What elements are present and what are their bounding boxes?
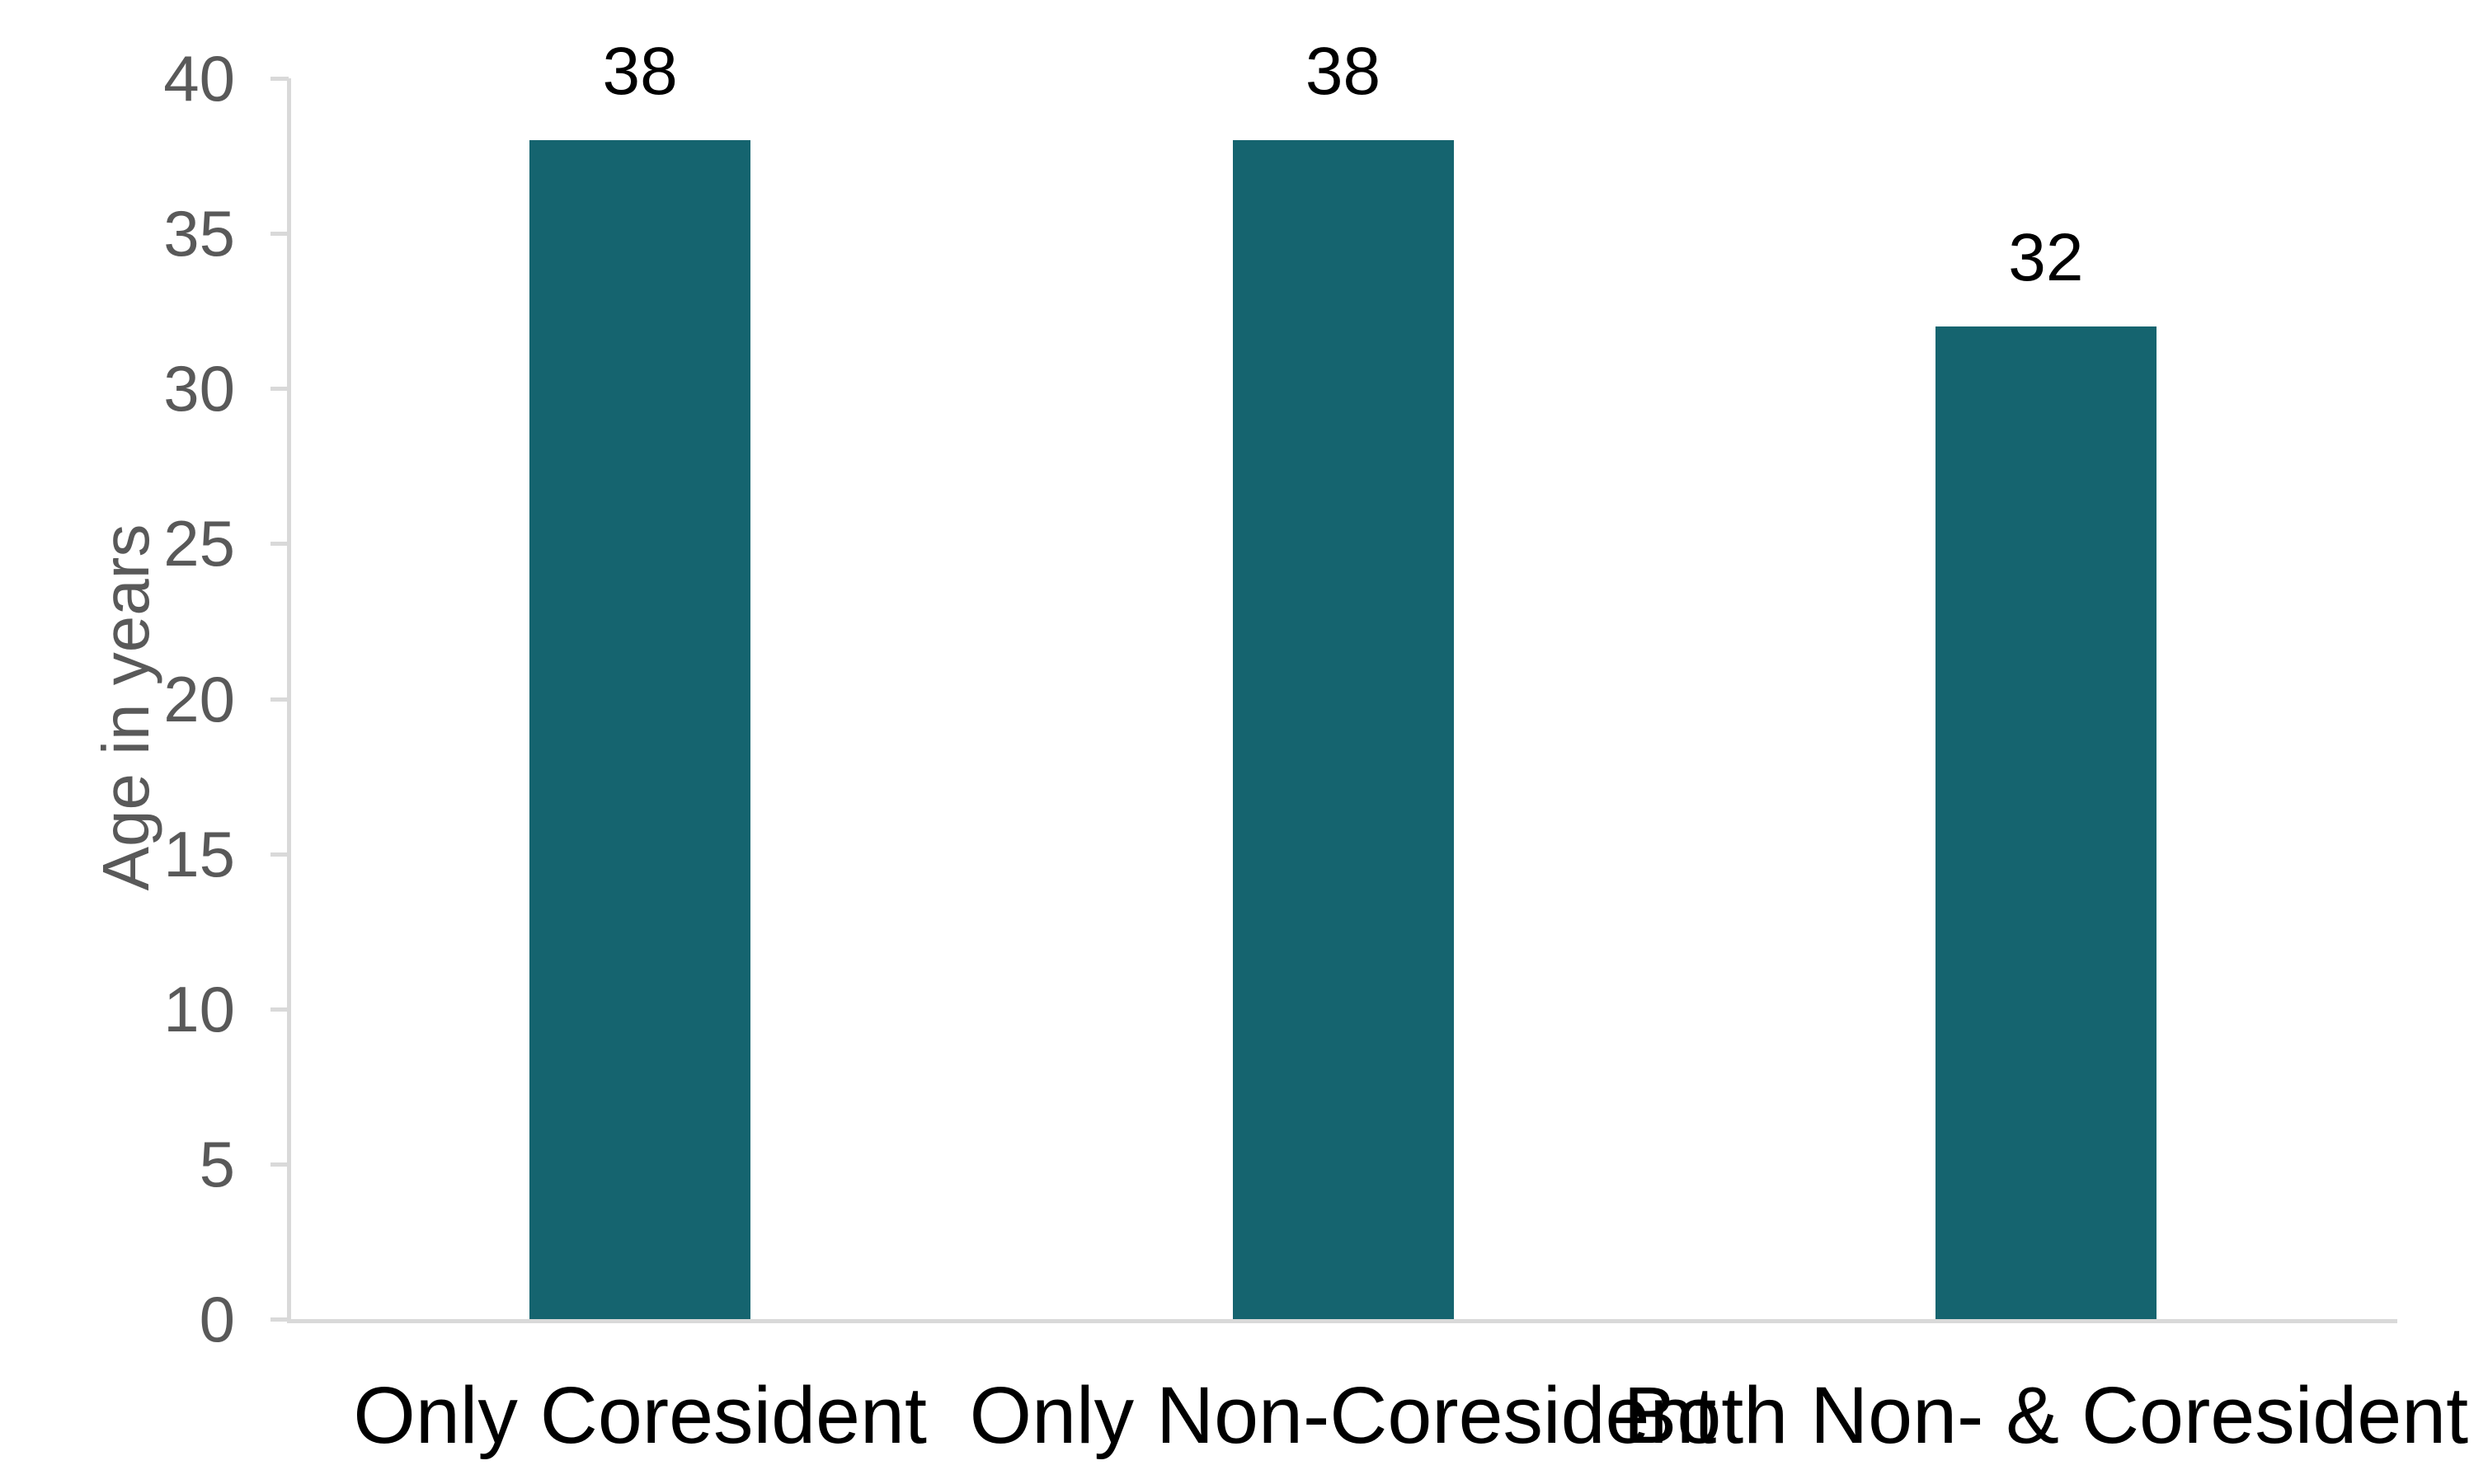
y-tick-label-10: 10: [163, 972, 235, 1045]
y-tick-mark-40: [270, 77, 289, 81]
y-tick-label-20: 20: [163, 662, 235, 735]
bar-value-label-only-non-coresident: 38: [1305, 34, 1381, 110]
x-category-label-only-non-coresident: Only Non-Coresident: [969, 1370, 1717, 1460]
x-axis-line: [287, 1319, 2397, 1323]
y-tick-mark-35: [270, 232, 289, 237]
y-tick-mark-20: [270, 697, 289, 702]
bar-value-label-both-non-coresident: 32: [2008, 220, 2084, 295]
bar-value-label-only-coresident: 38: [602, 34, 678, 110]
y-axis-line: [287, 78, 291, 1323]
bar-both-non-coresident: [1935, 326, 2157, 1319]
bar-only-non-coresident: [1232, 140, 1454, 1319]
x-category-label-both-non-coresident: Both Non- & Coresident: [1623, 1370, 2469, 1460]
y-tick-label-0: 0: [199, 1283, 235, 1355]
y-tick-label-5: 5: [199, 1127, 235, 1200]
y-tick-label-35: 35: [163, 197, 235, 270]
y-tick-mark-10: [270, 1007, 289, 1012]
y-tick-label-25: 25: [163, 507, 235, 580]
y-tick-label-40: 40: [163, 42, 235, 115]
bar-only-coresident: [529, 140, 751, 1319]
y-tick-mark-5: [270, 1162, 289, 1167]
y-tick-label-15: 15: [163, 817, 235, 890]
y-tick-mark-25: [270, 542, 289, 547]
x-category-label-only-coresident: Only Coresident: [353, 1370, 927, 1460]
y-tick-mark-0: [270, 1317, 289, 1322]
y-tick-mark-30: [270, 387, 289, 392]
y-tick-mark-15: [270, 852, 289, 857]
y-tick-label-30: 30: [163, 352, 235, 425]
